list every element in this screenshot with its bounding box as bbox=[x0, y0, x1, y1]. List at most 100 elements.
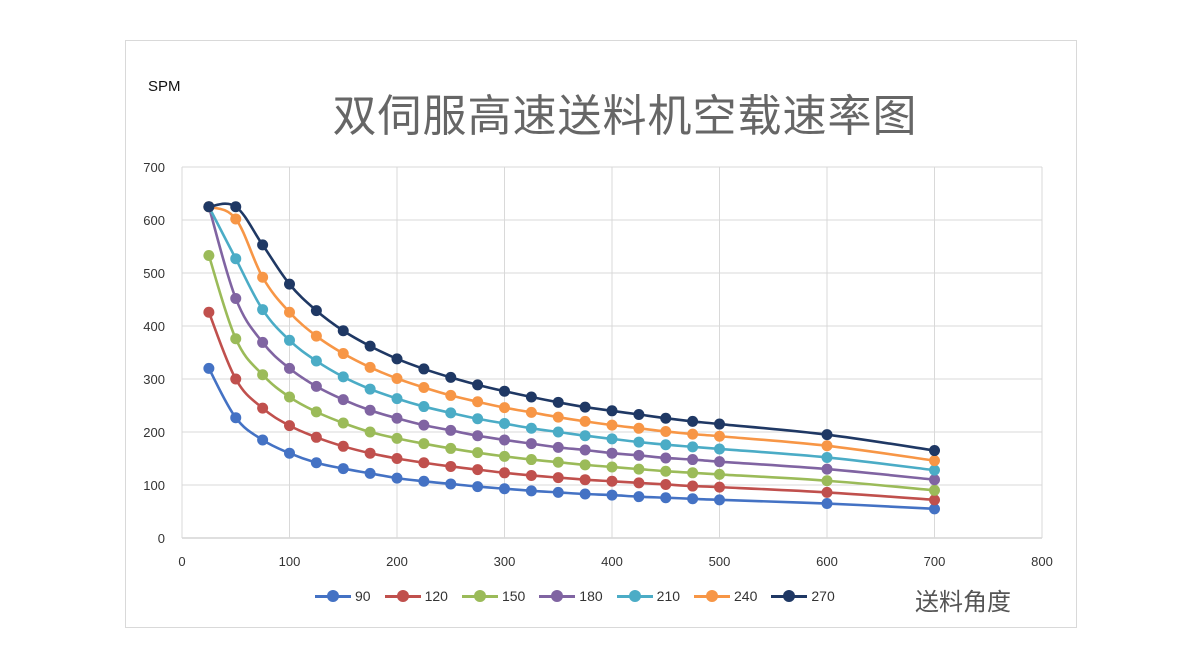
data-point-210 bbox=[821, 451, 833, 463]
data-point-150 bbox=[257, 369, 269, 381]
data-point-240 bbox=[230, 213, 242, 225]
data-point-210 bbox=[310, 355, 322, 367]
x-tick-label: 100 bbox=[279, 554, 301, 569]
legend-item-180: 180 bbox=[539, 588, 603, 604]
data-point-120 bbox=[445, 460, 457, 472]
data-point-180 bbox=[257, 336, 269, 348]
data-point-150 bbox=[606, 461, 618, 473]
data-point-120 bbox=[203, 306, 215, 318]
data-point-120 bbox=[230, 373, 242, 385]
legend-item-150: 150 bbox=[461, 588, 525, 604]
data-point-180 bbox=[499, 434, 510, 446]
legend-marker bbox=[551, 590, 564, 602]
y-tick-label: 700 bbox=[143, 160, 165, 175]
data-point-150 bbox=[391, 432, 403, 444]
data-point-240 bbox=[257, 271, 269, 283]
legend-marker bbox=[783, 590, 796, 602]
data-point-90 bbox=[230, 412, 242, 424]
data-point-90 bbox=[929, 503, 940, 515]
data-point-210 bbox=[552, 426, 564, 438]
x-axis-label: 送料角度 bbox=[915, 588, 1011, 616]
data-point-120 bbox=[499, 467, 510, 479]
data-point-210 bbox=[929, 464, 940, 476]
data-point-90 bbox=[418, 475, 430, 487]
data-point-270 bbox=[337, 325, 349, 337]
x-tick-label: 0 bbox=[178, 554, 185, 569]
data-point-270 bbox=[660, 412, 672, 424]
data-point-270 bbox=[364, 340, 376, 352]
data-point-210 bbox=[364, 383, 376, 395]
data-point-270 bbox=[203, 201, 215, 213]
data-point-270 bbox=[391, 353, 403, 365]
data-point-90 bbox=[714, 494, 725, 506]
legend: 90 120 150 180 210 240 270 bbox=[315, 588, 835, 604]
legend-item-120: 120 bbox=[384, 588, 448, 604]
data-point-240 bbox=[687, 428, 699, 440]
legend-marker bbox=[706, 590, 719, 602]
data-point-270 bbox=[257, 239, 269, 251]
data-point-240 bbox=[821, 440, 833, 452]
legend-item-270: 270 bbox=[771, 588, 835, 604]
data-point-180 bbox=[552, 441, 564, 453]
data-point-270 bbox=[552, 396, 564, 408]
data-point-210 bbox=[230, 253, 242, 265]
x-tick-label: 600 bbox=[816, 554, 838, 569]
data-point-180 bbox=[230, 292, 242, 304]
data-point-90 bbox=[310, 457, 322, 469]
data-point-210 bbox=[687, 441, 699, 453]
data-point-240 bbox=[633, 422, 645, 434]
legend-item-210: 210 bbox=[616, 588, 681, 604]
x-tick-label: 400 bbox=[601, 554, 623, 569]
data-point-180 bbox=[633, 449, 645, 461]
data-point-210 bbox=[714, 443, 725, 455]
y-axis-label: SPM bbox=[148, 78, 181, 95]
legend-swatch bbox=[694, 589, 731, 603]
data-point-150 bbox=[821, 475, 833, 487]
data-point-240 bbox=[337, 348, 349, 360]
data-point-240 bbox=[499, 402, 510, 414]
data-point-120 bbox=[633, 477, 645, 489]
data-point-90 bbox=[472, 481, 484, 493]
data-point-90 bbox=[633, 491, 645, 503]
legend-label: 90 bbox=[355, 588, 371, 604]
legend-label: 210 bbox=[656, 588, 681, 604]
data-point-90 bbox=[364, 467, 376, 479]
data-point-90 bbox=[445, 478, 457, 490]
data-point-240 bbox=[445, 389, 457, 401]
y-tick-label: 400 bbox=[143, 319, 165, 334]
data-point-180 bbox=[337, 394, 349, 406]
legend-marker bbox=[628, 590, 641, 602]
legend-item-240: 240 bbox=[694, 588, 757, 604]
legend-marker bbox=[396, 590, 409, 602]
data-point-150 bbox=[714, 468, 725, 480]
data-point-90 bbox=[337, 463, 349, 475]
x-tick-label: 200 bbox=[386, 554, 408, 569]
x-tick-label: 700 bbox=[924, 554, 946, 569]
data-point-120 bbox=[364, 447, 376, 459]
data-point-120 bbox=[714, 481, 725, 493]
y-tick-label: 200 bbox=[143, 425, 165, 440]
legend-swatch bbox=[616, 589, 653, 603]
data-point-240 bbox=[472, 396, 484, 408]
data-point-120 bbox=[687, 480, 699, 492]
data-point-180 bbox=[310, 380, 322, 392]
data-point-270 bbox=[472, 379, 484, 391]
data-point-120 bbox=[579, 474, 591, 486]
data-point-150 bbox=[203, 250, 215, 262]
data-point-180 bbox=[284, 362, 295, 374]
x-tick-label: 300 bbox=[494, 554, 516, 569]
data-point-180 bbox=[714, 456, 725, 468]
data-point-240 bbox=[579, 415, 591, 427]
data-point-180 bbox=[660, 452, 672, 464]
data-point-120 bbox=[472, 464, 484, 476]
data-point-120 bbox=[606, 475, 618, 487]
data-point-150 bbox=[445, 442, 457, 454]
legend-label: 120 bbox=[424, 588, 448, 604]
legend-swatch bbox=[771, 589, 808, 603]
data-point-240 bbox=[310, 330, 322, 342]
data-point-180 bbox=[579, 444, 591, 456]
x-tick-label: 500 bbox=[709, 554, 731, 569]
data-point-90 bbox=[284, 447, 295, 459]
data-point-180 bbox=[606, 447, 618, 459]
